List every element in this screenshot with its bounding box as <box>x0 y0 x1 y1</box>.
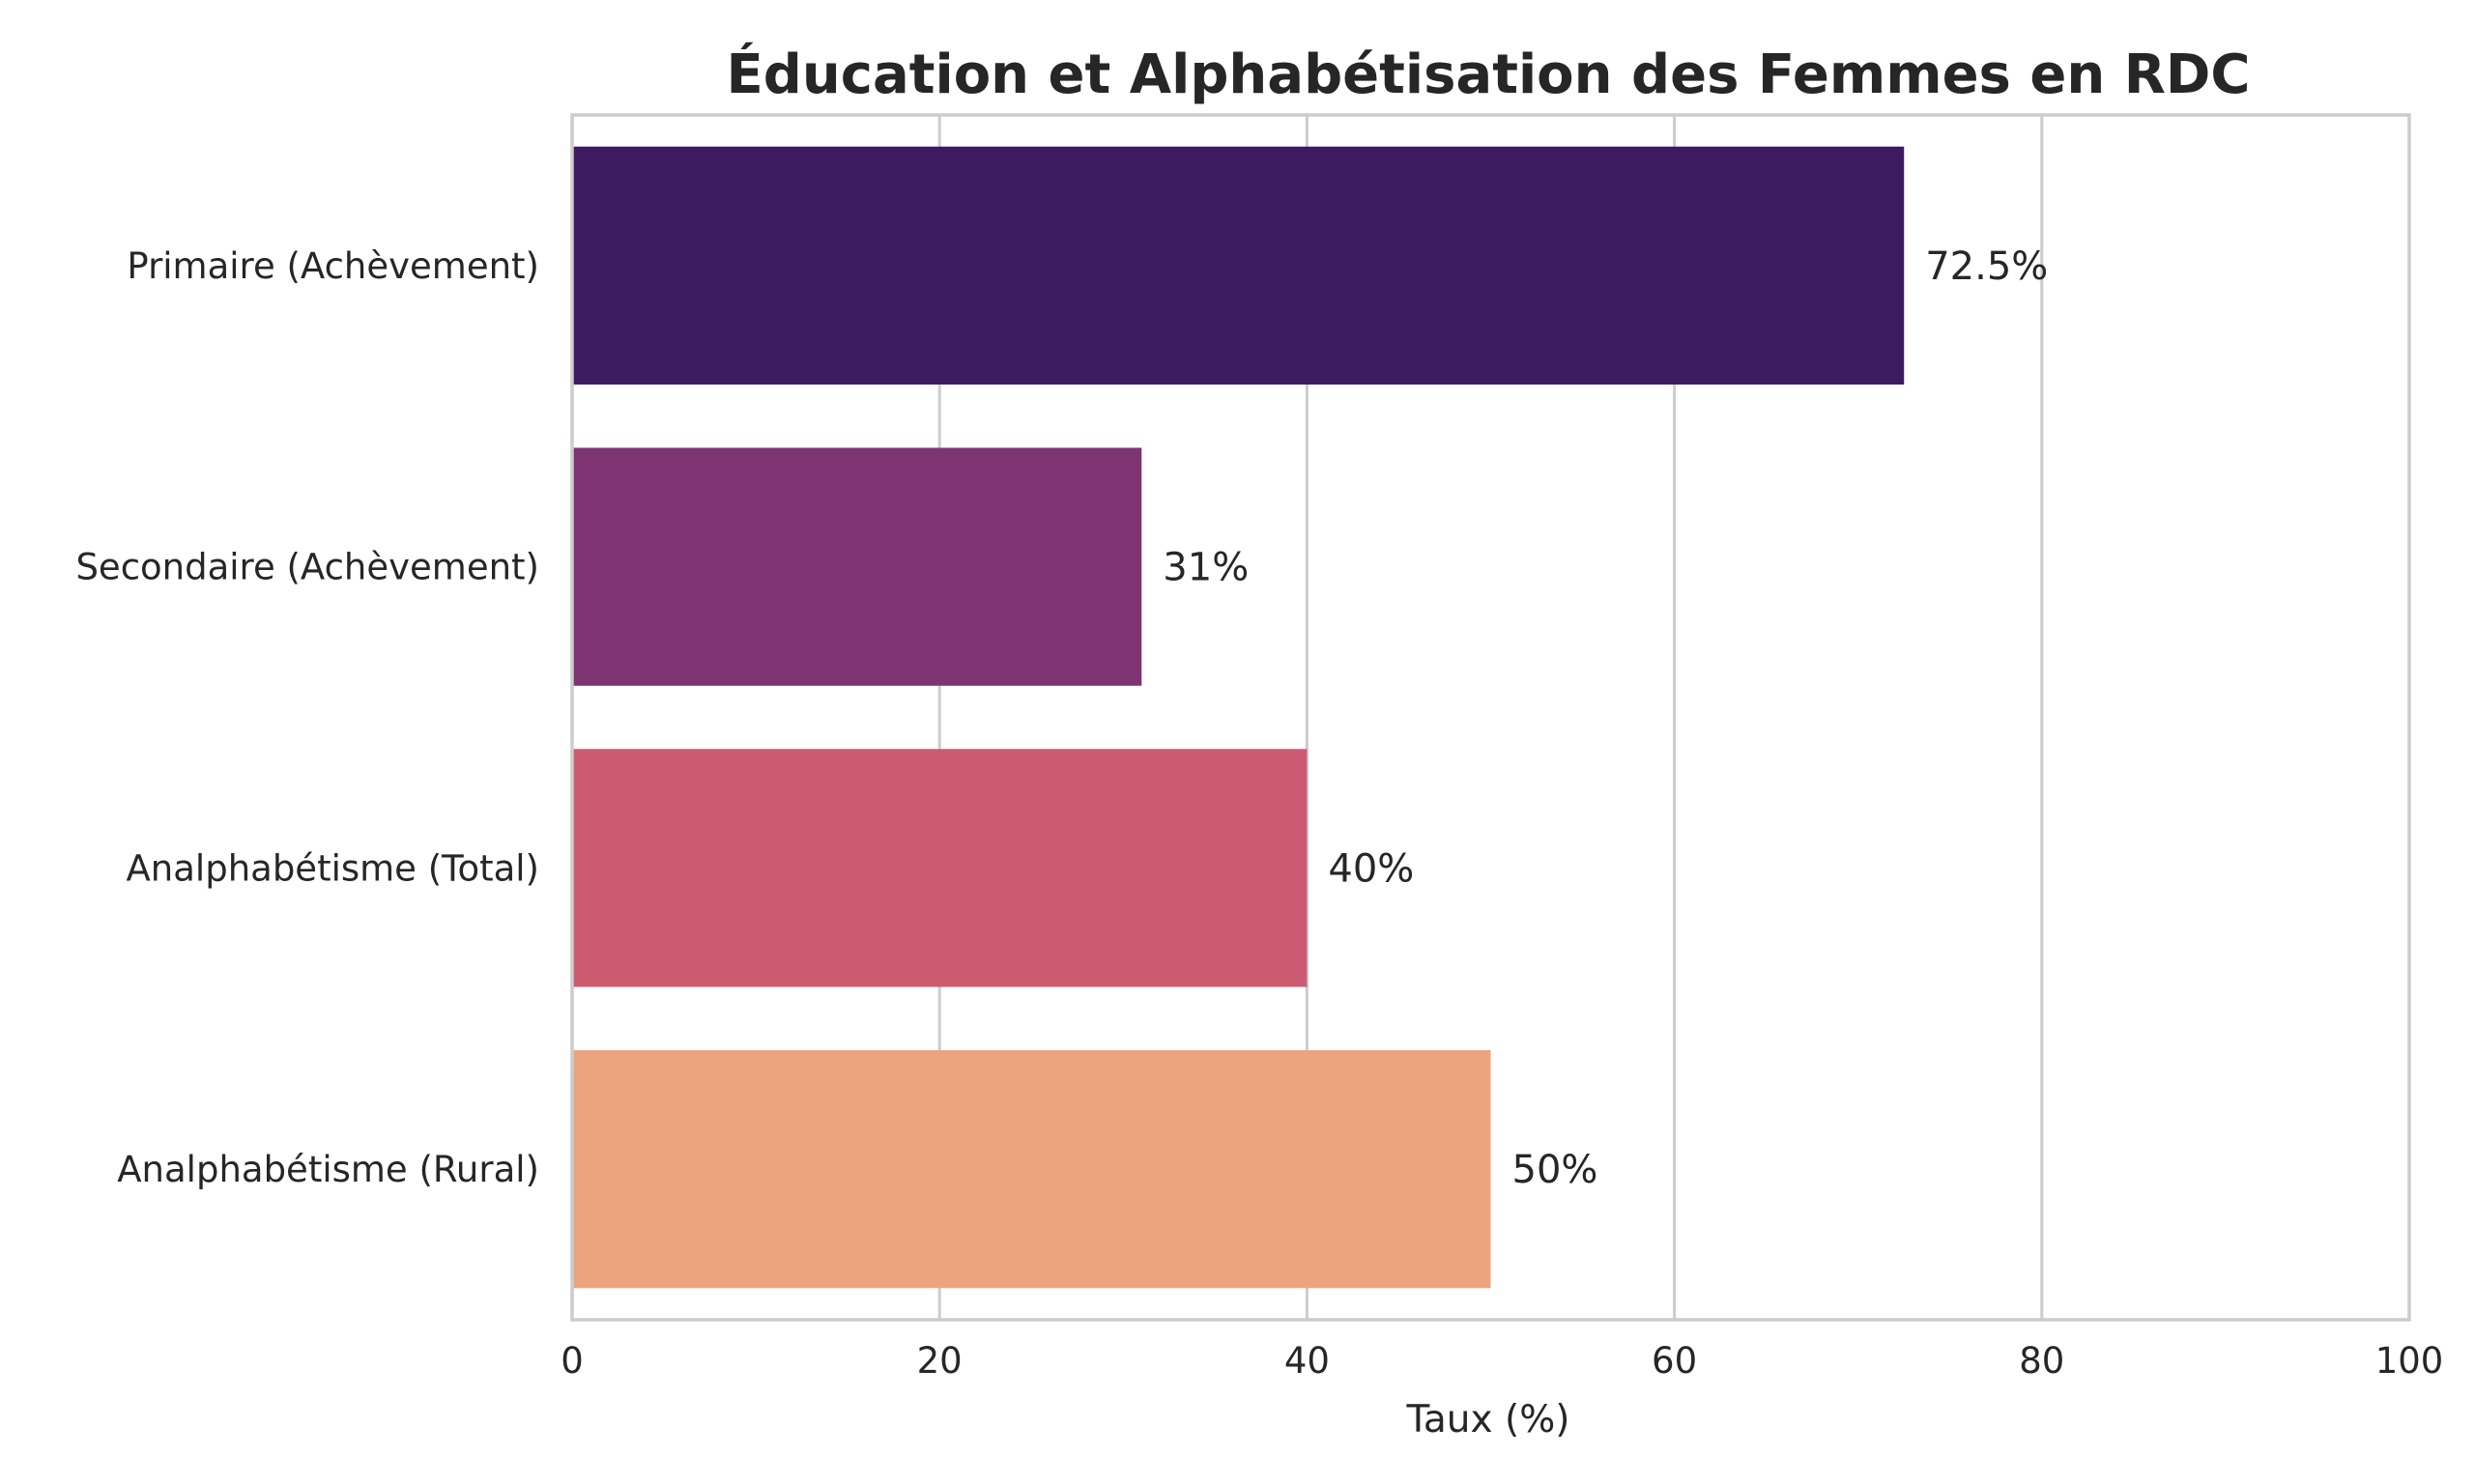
x-tick-label: 0 <box>561 1340 584 1382</box>
x-tick-label: 80 <box>2019 1340 2064 1382</box>
category-label: Analphabétisme (Rural) <box>117 1149 539 1190</box>
bar-value-label: 31% <box>1163 546 1249 590</box>
category-labels: Primaire (Achèvement) Secondaire (Achèvem… <box>75 245 539 1190</box>
data-labels: 72.5% 31% 40% 50% <box>1163 244 2048 1192</box>
category-label: Secondaire (Achèvement) <box>75 547 539 588</box>
x-tick-label: 60 <box>1652 1340 1697 1382</box>
bar <box>572 146 1905 385</box>
bar-value-label: 50% <box>1512 1148 1598 1192</box>
category-label: Primaire (Achèvement) <box>127 245 539 287</box>
bar-value-label: 72.5% <box>1925 244 2048 289</box>
category-label: Analphabétisme (Total) <box>127 847 540 889</box>
x-tick-label: 20 <box>917 1340 963 1382</box>
plot-frame <box>570 113 2411 1322</box>
x-tick-label: 100 <box>2375 1340 2444 1382</box>
bar-value-label: 40% <box>1328 846 1414 891</box>
bar <box>572 749 1308 987</box>
bars <box>572 146 1905 1289</box>
x-tick-labels: 0 20 40 60 80 100 <box>561 1340 2443 1382</box>
bar <box>572 447 1142 686</box>
chart-title: Éducation et Alphabétisation des Femmes … <box>727 43 2251 106</box>
bar <box>572 1049 1491 1289</box>
x-tick-label: 40 <box>1284 1340 1330 1382</box>
x-axis-label: Taux (%) <box>1406 1398 1570 1441</box>
